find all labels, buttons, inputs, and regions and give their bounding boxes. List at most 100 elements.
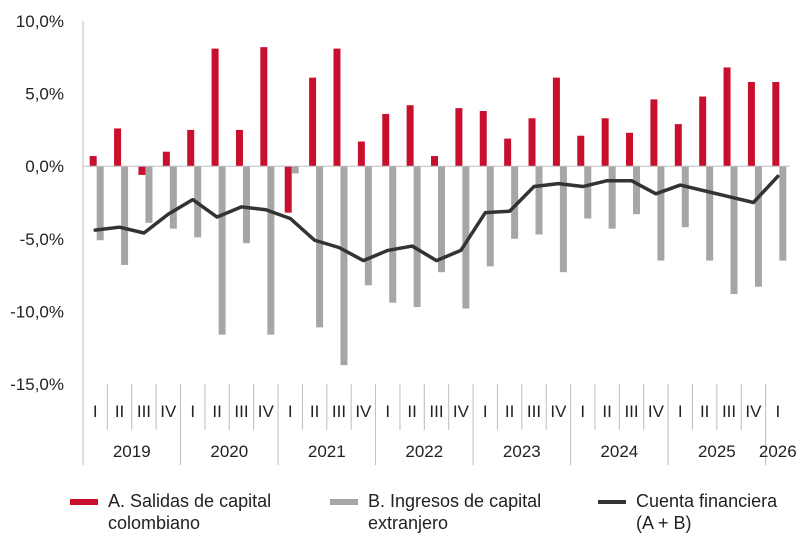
- bar-salidas: [235, 129, 243, 167]
- quarter-label: I: [288, 402, 293, 421]
- quarter-label: I: [483, 402, 488, 421]
- year-label: 2019: [113, 442, 151, 461]
- bar-salidas: [89, 156, 97, 167]
- legend-label-salidas: A. Salidas de capital colombiano: [108, 491, 272, 533]
- bar-salidas: [723, 67, 731, 167]
- bar-salidas: [674, 124, 682, 167]
- quarter-label: III: [137, 402, 151, 421]
- y-tick-label: -10,0%: [10, 302, 64, 321]
- bar-ingresos: [364, 166, 372, 286]
- quarter-label: I: [385, 402, 390, 421]
- bar-ingresos: [535, 166, 543, 235]
- legend-swatch-ingresos: [330, 499, 358, 505]
- legend-swatch-salidas: [70, 499, 98, 505]
- bar-ingresos: [754, 166, 762, 287]
- quarter-label: IV: [160, 402, 177, 421]
- bar-salidas: [284, 166, 292, 213]
- bar-ingresos: [340, 166, 348, 366]
- bar-salidas: [455, 108, 463, 167]
- quarter-label: I: [93, 402, 98, 421]
- bar-ingresos: [486, 166, 494, 267]
- quarter-label: IV: [550, 402, 567, 421]
- bar-salidas: [333, 48, 341, 167]
- quarter-label: II: [115, 402, 124, 421]
- quarter-label: IV: [453, 402, 470, 421]
- legend-item-cuenta: Cuenta financiera (A + B): [598, 490, 777, 534]
- bar-salidas: [162, 151, 170, 167]
- bar-ingresos: [681, 166, 689, 228]
- quarter-label: II: [700, 402, 709, 421]
- quarter-label: I: [580, 402, 585, 421]
- year-label: 2022: [405, 442, 443, 461]
- bar-ingresos: [316, 166, 324, 328]
- year-label: 2023: [503, 442, 541, 461]
- bar-salidas: [772, 81, 780, 167]
- quarter-label: III: [722, 402, 736, 421]
- quarter-label: IV: [648, 402, 665, 421]
- year-label: 2025: [698, 442, 736, 461]
- y-tick-label: 0,0%: [25, 157, 64, 176]
- quarter-label: III: [527, 402, 541, 421]
- legend-label-cuenta: Cuenta financiera (A + B): [636, 491, 778, 533]
- legend: A. Salidas de capital colombiano B. Ingr…: [0, 490, 804, 540]
- bar-salidas: [211, 48, 219, 167]
- bar-ingresos: [242, 166, 250, 244]
- legend-label-ingresos: B. Ingresos de capital extranjero: [368, 491, 542, 533]
- bar-salidas: [479, 111, 487, 167]
- bar-salidas: [601, 118, 609, 167]
- bar-salidas: [577, 135, 585, 167]
- quarter-label: III: [429, 402, 443, 421]
- legend-swatch-cuenta: [598, 500, 626, 504]
- quarter-label: I: [190, 402, 195, 421]
- bar-salidas: [309, 77, 317, 167]
- bar-ingresos: [389, 166, 397, 303]
- bar-salidas: [747, 81, 755, 167]
- year-label: 2020: [210, 442, 248, 461]
- quarter-label: II: [407, 402, 416, 421]
- bar-salidas: [406, 105, 414, 167]
- bar-ingresos: [657, 166, 665, 261]
- bar-salidas: [260, 47, 268, 167]
- bar-ingresos: [779, 166, 787, 261]
- bar-ingresos: [267, 166, 275, 335]
- quarter-label: IV: [355, 402, 372, 421]
- bar-salidas: [552, 77, 560, 167]
- bar-ingresos: [145, 166, 153, 223]
- bar-ingresos: [633, 166, 641, 215]
- bar-ingresos: [730, 166, 738, 294]
- quarter-label: III: [234, 402, 248, 421]
- line-cuenta-financiera: [93, 174, 780, 263]
- bar-ingresos: [462, 166, 470, 309]
- y-tick-label: -5,0%: [20, 230, 64, 249]
- bar-ingresos: [96, 166, 104, 241]
- legend-item-salidas: A. Salidas de capital colombiano: [70, 490, 271, 534]
- bar-salidas: [114, 128, 122, 167]
- bar-salidas: [138, 166, 146, 175]
- y-tick-label: -15,0%: [10, 375, 64, 394]
- bar-ingresos: [511, 166, 519, 239]
- quarter-label: II: [602, 402, 611, 421]
- y-tick-label: 10,0%: [16, 12, 64, 31]
- bar-ingresos: [584, 166, 592, 219]
- bar-salidas: [650, 99, 658, 167]
- bar-salidas: [626, 132, 634, 167]
- bar-salidas: [504, 138, 512, 167]
- quarter-label: IV: [745, 402, 762, 421]
- bar-salidas: [431, 156, 438, 167]
- bar-ingresos: [608, 166, 616, 229]
- bar-salidas: [357, 141, 365, 167]
- quarter-label: II: [212, 402, 221, 421]
- quarter-label: III: [624, 402, 638, 421]
- bar-salidas: [382, 113, 390, 167]
- bar-ingresos: [121, 166, 129, 265]
- bar-salidas: [187, 129, 195, 167]
- bar-ingresos: [413, 166, 421, 308]
- bar-ingresos: [559, 166, 567, 273]
- chart-canvas: 10,0%5,0%0,0%-5,0%-10,0%-15,0%I II III IV I I…: [10, 12, 797, 465]
- quarter-label: I: [775, 402, 780, 421]
- bar-salidas: [699, 96, 707, 167]
- quarter-label: III: [332, 402, 346, 421]
- year-label: 2024: [600, 442, 638, 461]
- bar-ingresos: [438, 166, 445, 273]
- bar-ingresos: [169, 166, 177, 229]
